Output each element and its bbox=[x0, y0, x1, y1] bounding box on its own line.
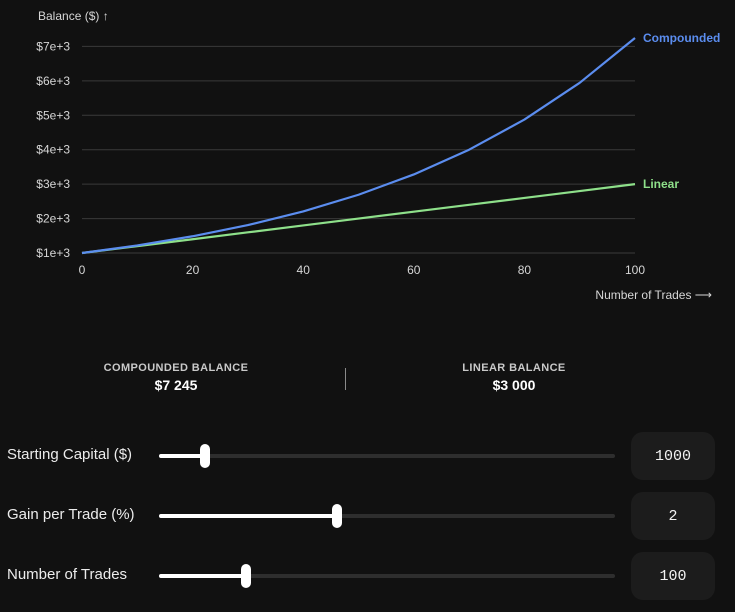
y-tick-label: $4e+3 bbox=[36, 143, 70, 157]
starting-capital-label: Starting Capital ($) bbox=[7, 446, 133, 463]
x-tick-label: 40 bbox=[297, 263, 311, 277]
compounded-series-label: Compounded bbox=[643, 31, 720, 45]
y-axis-title: Balance ($) ↑ bbox=[38, 9, 109, 23]
starting-capital-control: Starting Capital ($) 1000 bbox=[0, 432, 735, 480]
gain-per-trade-slider[interactable] bbox=[159, 504, 615, 528]
y-tick-label: $6e+3 bbox=[36, 74, 70, 88]
number-of-trades-control: Number of Trades 100 bbox=[0, 552, 735, 600]
compounded-balance-value: $7 245 bbox=[154, 377, 198, 393]
starting-capital-input[interactable]: 1000 bbox=[631, 432, 715, 480]
chart-grid bbox=[82, 45, 635, 254]
balance-chart: $1e+3 $2e+3 $3e+3 $4e+3 $5e+3 $6e+3 $7e+3 0 20 4… bbox=[36, 9, 720, 302]
x-axis-ticks: 0 20 40 60 80 100 bbox=[79, 263, 646, 277]
x-tick-label: 60 bbox=[407, 263, 421, 277]
linear-series-line bbox=[81, 183, 636, 255]
y-tick-label: $2e+3 bbox=[36, 212, 70, 226]
linear-balance-value: $3 000 bbox=[492, 377, 536, 393]
number-of-trades-slider-thumb[interactable] bbox=[240, 564, 251, 588]
linear-series-label: Linear bbox=[643, 177, 679, 191]
x-tick-label: 80 bbox=[518, 263, 532, 277]
starting-capital-slider-fill bbox=[159, 454, 205, 458]
compounded-series-line bbox=[81, 37, 636, 255]
gain-per-trade-control: Gain per Trade (%) 2 bbox=[0, 492, 735, 540]
gain-per-trade-slider-fill bbox=[159, 514, 337, 518]
x-tick-label: 0 bbox=[79, 263, 86, 277]
compounded-stat: COMPOUNDED BALANCE $7 245 bbox=[56, 362, 296, 393]
number-of-trades-input[interactable]: 100 bbox=[631, 552, 715, 600]
stats-divider bbox=[345, 368, 346, 390]
gain-per-trade-label: Gain per Trade (%) bbox=[7, 506, 135, 523]
y-tick-label: $5e+3 bbox=[36, 108, 70, 122]
starting-capital-slider[interactable] bbox=[159, 444, 615, 468]
number-of-trades-slider[interactable] bbox=[159, 564, 615, 588]
y-tick-label: $3e+3 bbox=[36, 177, 70, 191]
gain-per-trade-input[interactable]: 2 bbox=[631, 492, 715, 540]
x-tick-label: 20 bbox=[186, 263, 200, 277]
linear-balance-label: LINEAR BALANCE bbox=[462, 362, 566, 374]
number-of-trades-slider-fill bbox=[159, 574, 246, 578]
y-tick-label: $1e+3 bbox=[36, 246, 70, 260]
series-labels: Linear Compounded bbox=[643, 31, 720, 191]
y-tick-label: $7e+3 bbox=[36, 39, 70, 53]
number-of-trades-label: Number of Trades bbox=[7, 566, 128, 583]
gain-per-trade-slider-thumb[interactable] bbox=[331, 504, 342, 528]
linear-stat: LINEAR BALANCE $3 000 bbox=[394, 362, 634, 393]
x-tick-label: 100 bbox=[625, 263, 645, 277]
compounded-balance-label: COMPOUNDED BALANCE bbox=[103, 362, 249, 374]
summary-stats: COMPOUNDED BALANCE $7 245 LINEAR BALANCE… bbox=[0, 360, 690, 400]
chart-series bbox=[81, 37, 636, 255]
x-axis-title: Number of Trades ⟶ bbox=[595, 288, 712, 302]
y-axis-ticks: $1e+3 $2e+3 $3e+3 $4e+3 $5e+3 $6e+3 $7e+3 bbox=[36, 39, 70, 260]
starting-capital-slider-thumb[interactable] bbox=[199, 444, 210, 468]
